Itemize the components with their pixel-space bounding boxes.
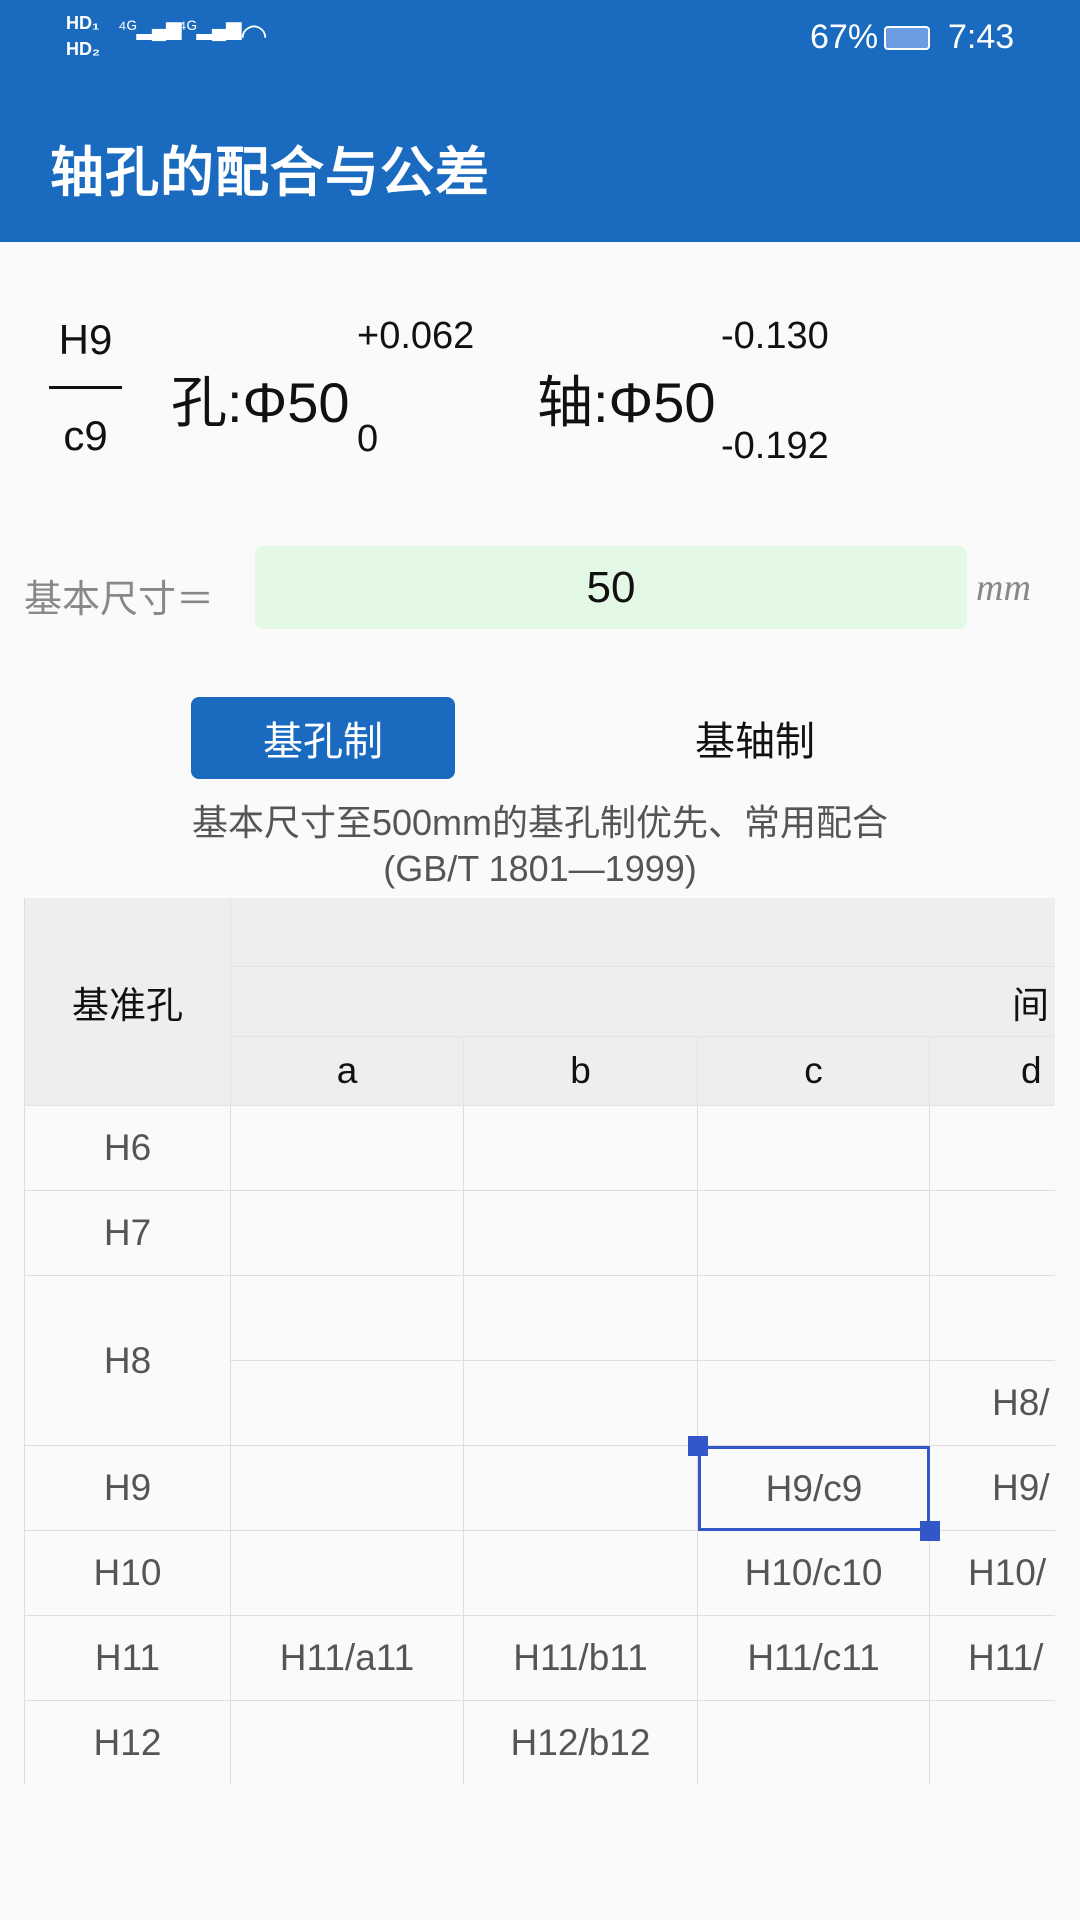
table-cell[interactable] [930,1276,1055,1361]
table-cell[interactable] [930,1106,1055,1191]
table-cell[interactable] [231,1446,464,1531]
unit-label: mm [976,567,1031,609]
row-header-H6: H6 [25,1106,231,1191]
table-cell[interactable] [698,1361,930,1446]
table-cell[interactable] [930,1191,1055,1276]
header-group-clearance: 间 [231,967,1055,1037]
table-caption: 基本尺寸至500mm的基孔制优先、常用配合 (GB/T 1801—1999) [0,800,1080,892]
clock: 7:43 [948,18,1015,56]
signal-4g-icon: ⁴ᴳ▂▄▆ [118,18,182,40]
fit-table[interactable]: 基准孔间 a b c d H6 H7 H8 H8/H9 H9/c9 H9/H10 H10/c10 H10… [24,898,1055,1784]
shaft-size: 轴:Φ50 [537,371,716,434]
basic-size-label: 基本尺寸＝ [24,579,215,621]
column-header-d: d [930,1037,1055,1106]
table-cell[interactable] [464,1446,698,1531]
row-header-H12: H12 [25,1701,231,1784]
wifi-icon: ◠ [240,17,268,53]
table-cell[interactable]: H11/a11 [231,1616,464,1701]
table-cell[interactable] [698,1701,930,1784]
table-cell[interactable]: H9/ [930,1446,1055,1531]
row-header-H10: H10 [25,1531,231,1616]
table-cell[interactable] [698,1191,930,1276]
table-cell[interactable] [464,1361,698,1446]
table-cell[interactable]: H10/ [930,1531,1055,1616]
table-cell[interactable] [231,1531,464,1616]
table-cell[interactable] [231,1191,464,1276]
row-header-H11: H11 [25,1616,231,1701]
column-header-a: a [231,1037,464,1106]
corner-header: 基准孔 [25,898,231,1106]
selection-handle-end[interactable] [920,1521,940,1541]
table-cell[interactable] [930,1701,1055,1784]
basic-size-input[interactable] [255,546,967,629]
battery-percent: 67% [810,18,879,56]
table-cell[interactable]: H11/ [930,1616,1055,1701]
table-cell[interactable] [231,1701,464,1784]
table-cell[interactable] [231,1106,464,1191]
table-cell[interactable] [231,1276,464,1361]
caption-line1: 基本尺寸至500mm的基孔制优先、常用配合 [191,802,889,843]
sim-hd-icons: HD₁ HD₂ [66,13,100,59]
table-cell[interactable]: H8/ [930,1361,1055,1446]
shaft-code: c9 [63,412,108,459]
page-title: 轴孔的配合与公差 [50,143,490,203]
shaft-lower-deviation: -0.192 [721,425,829,467]
hole-upper-deviation: +0.062 [357,315,475,357]
hole-lower-deviation: 0 [357,418,379,460]
header-group-top [231,898,1055,967]
battery-icon [884,26,930,50]
row-header-H8: H8 [25,1276,231,1446]
table-cell[interactable]: H10/c10 [698,1531,930,1616]
table-cell[interactable] [698,1106,930,1191]
column-header-b: b [464,1037,698,1106]
row-header-H9: H9 [25,1446,231,1531]
shaft-upper-deviation: -0.130 [721,315,829,357]
selection-handle-start[interactable] [688,1436,708,1456]
fraction-line [49,386,122,389]
hole-basis-button[interactable]: 基孔制 [191,697,455,779]
hole-size: 孔:Φ50 [171,371,350,434]
table-cell[interactable] [698,1276,930,1361]
table-cell[interactable] [464,1106,698,1191]
table-cell[interactable]: H11/b11 [464,1616,698,1701]
hole-code: H9 [58,316,113,363]
selected-cell[interactable]: H9/c9 [698,1446,930,1531]
table-cell[interactable] [464,1191,698,1276]
table-cell[interactable] [464,1531,698,1616]
caption-line2: (GB/T 1801—1999) [383,848,697,889]
app-bar: HD₁ HD₂ ⁴ᴳ▂▄▆ ⁴ᴳ▂▄▆ ◠ 67% 7:43 轴孔的配合与公差 [0,0,1080,242]
table-cell[interactable] [464,1276,698,1361]
shaft-basis-button[interactable]: 基轴制 [695,720,815,764]
table-cell[interactable]: H12/b12 [464,1701,698,1784]
row-header-H7: H7 [25,1191,231,1276]
column-header-c: c [698,1037,930,1106]
table-cell[interactable]: H11/c11 [698,1616,930,1701]
table-cell[interactable] [231,1361,464,1446]
signal-4g-icon: ⁴ᴳ▂▄▆ [178,18,242,40]
